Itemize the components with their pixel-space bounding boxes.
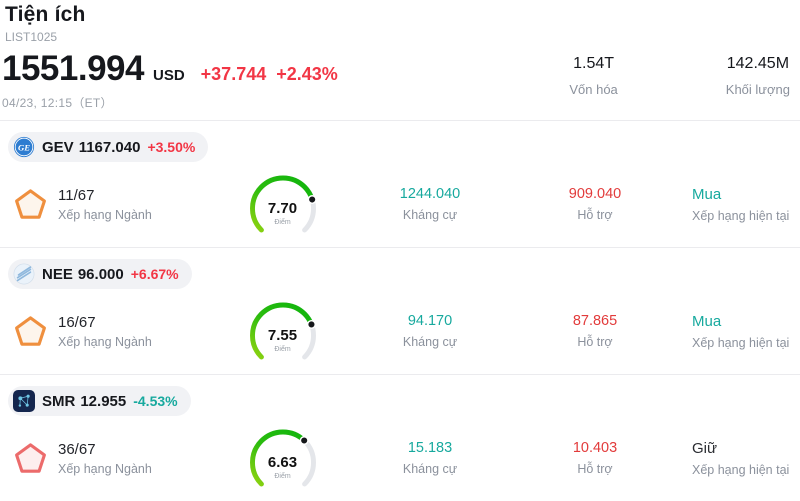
- support-cell: 87.865 Hỗ trợ: [520, 313, 670, 349]
- rank-value: 11/67: [58, 186, 95, 204]
- rating-value: Mua: [692, 185, 722, 203]
- rank-label: Xếp hạng Ngành: [58, 334, 152, 349]
- price-change: +37.744: [200, 64, 267, 84]
- score-value: 6.63: [267, 454, 298, 471]
- resistance-cell: 15.183 Kháng cự: [340, 440, 520, 476]
- quote-stats: 1.54T Vốn hóa 142.45M Khối lượng: [569, 49, 794, 97]
- stock-pill-nee[interactable]: NEE 96.000 +6.67%: [8, 259, 192, 289]
- quote-price-block: 1551.994 USD +37.744 +2.43% 04/23, 12:15…: [2, 49, 338, 111]
- market-cap-label: Vốn hóa: [569, 82, 618, 97]
- support-cell: 10.403 Hỗ trợ: [520, 440, 670, 476]
- industry-rank-cell: 36/67 Xếp hạng Ngành: [0, 441, 225, 476]
- rating-value: Giữ: [692, 439, 718, 457]
- stock-row-smr: SMR 12.955 -4.53% 36/67 Xếp hạng Ngành 6…: [0, 374, 800, 501]
- score-gauge: 7.70 Điểm: [237, 169, 329, 239]
- support-value: 87.865: [572, 313, 618, 329]
- stock-pill-gev[interactable]: GE GEV 1167.040 +3.50%: [8, 132, 209, 162]
- volume-stat: 142.45M Khối lượng: [726, 55, 790, 97]
- stock-row-gev: GE GEV 1167.040 +3.50% 11/67 Xếp hạng Ng…: [0, 120, 800, 247]
- support-value: 909.040: [568, 186, 622, 202]
- stock-detail-row: 16/67 Xếp hạng Ngành 7.55 Điểm 94.170 Kh…: [0, 296, 800, 374]
- resistance-value: 94.170: [407, 313, 453, 329]
- score-label: Điểm: [274, 219, 291, 226]
- smr-logo-icon: [13, 390, 35, 412]
- stock-pill-smr[interactable]: SMR 12.955 -4.53%: [8, 386, 191, 416]
- volume-label: Khối lượng: [725, 82, 790, 97]
- rank-badge-icon: [13, 314, 48, 349]
- ticker-symbol: SMR: [42, 392, 76, 410]
- score-value: 7.55: [267, 327, 298, 344]
- quote-timestamp: 04/23, 12:15（ET）: [2, 96, 113, 110]
- rating-cell: Giữ Xếp hạng hiện tại: [670, 440, 800, 477]
- index-price: 1551.994: [2, 49, 144, 88]
- list-id: LIST1025: [5, 30, 58, 44]
- price-change-percent: +2.43%: [276, 64, 338, 84]
- rank-label: Xếp hạng Ngành: [58, 461, 152, 476]
- industry-rank-cell: 11/67 Xếp hạng Ngành: [0, 187, 225, 222]
- support-label: Hỗ trợ: [577, 335, 613, 349]
- gev-logo-icon: GE: [13, 136, 35, 158]
- ticker-change: +6.67%: [130, 266, 179, 282]
- rank-value: 16/67: [58, 313, 96, 331]
- stock-detail-row: 36/67 Xếp hạng Ngành 6.63 Điểm 15.183 Kh…: [0, 423, 800, 501]
- ticker-price: 12.955: [80, 392, 127, 410]
- ticker-price: 1167.040: [78, 138, 141, 156]
- ticker-symbol: GEV: [42, 138, 74, 156]
- currency-label: USD: [152, 67, 185, 84]
- support-cell: 909.040 Hỗ trợ: [520, 186, 670, 222]
- index-quote: 1551.994 USD +37.744 +2.43% 04/23, 12:15…: [0, 44, 800, 120]
- rating-label: Xếp hạng hiện tại: [692, 462, 790, 477]
- nee-logo-icon: [13, 263, 35, 285]
- gauge-arc-icon: [249, 429, 316, 487]
- resistance-cell: 1244.040 Kháng cự: [340, 186, 520, 222]
- market-cap-value: 1.54T: [573, 55, 615, 72]
- rating-cell: Mua Xếp hạng hiện tại: [670, 313, 800, 350]
- rating-label: Xếp hạng hiện tại: [692, 335, 790, 350]
- rating-label: Xếp hạng hiện tại: [692, 208, 790, 223]
- ticker-symbol: NEE: [42, 265, 73, 283]
- market-cap-stat: 1.54T Vốn hóa: [569, 55, 617, 97]
- resistance-value: 1244.040: [399, 186, 461, 202]
- score-value: 7.70: [267, 200, 298, 217]
- resistance-label: Kháng cự: [402, 208, 458, 222]
- gauge-arc-icon: [249, 175, 317, 233]
- rank-badge-icon: [13, 187, 48, 222]
- rating-cell: Mua Xếp hạng hiện tại: [670, 186, 800, 223]
- stock-detail-row: 11/67 Xếp hạng Ngành 7.70 Điểm 1244.040 …: [0, 169, 800, 247]
- rank-label: Xếp hạng Ngành: [58, 207, 152, 222]
- gauge-arc-icon: [249, 302, 316, 360]
- score-label: Điểm: [274, 346, 291, 353]
- resistance-label: Kháng cự: [402, 335, 458, 349]
- rank-value: 36/67: [58, 440, 96, 458]
- score-gauge: 7.55 Điểm: [237, 296, 329, 366]
- resistance-label: Kháng cự: [402, 462, 458, 476]
- resistance-cell: 94.170 Kháng cự: [340, 313, 520, 349]
- ticker-price: 96.000: [77, 265, 124, 283]
- rating-value: Mua: [692, 312, 722, 330]
- support-label: Hỗ trợ: [577, 208, 613, 222]
- support-value: 10.403: [572, 440, 618, 456]
- ticker-change: +3.50%: [147, 139, 196, 155]
- svg-text:GE: GE: [18, 142, 30, 152]
- stock-row-nee: NEE 96.000 +6.67% 16/67 Xếp hạng Ngành 7…: [0, 247, 800, 374]
- industry-rank-cell: 16/67 Xếp hạng Ngành: [0, 314, 225, 349]
- support-label: Hỗ trợ: [577, 462, 613, 476]
- ticker-change: -4.53%: [133, 393, 178, 409]
- rank-badge-icon: [13, 441, 48, 476]
- volume-value: 142.45M: [726, 55, 790, 72]
- resistance-value: 15.183: [407, 440, 453, 456]
- page-header: Tiện ích LIST1025: [0, 0, 800, 44]
- score-label: Điểm: [274, 473, 291, 480]
- page-title: Tiện ích: [5, 3, 86, 26]
- score-gauge: 6.63 Điểm: [237, 423, 329, 493]
